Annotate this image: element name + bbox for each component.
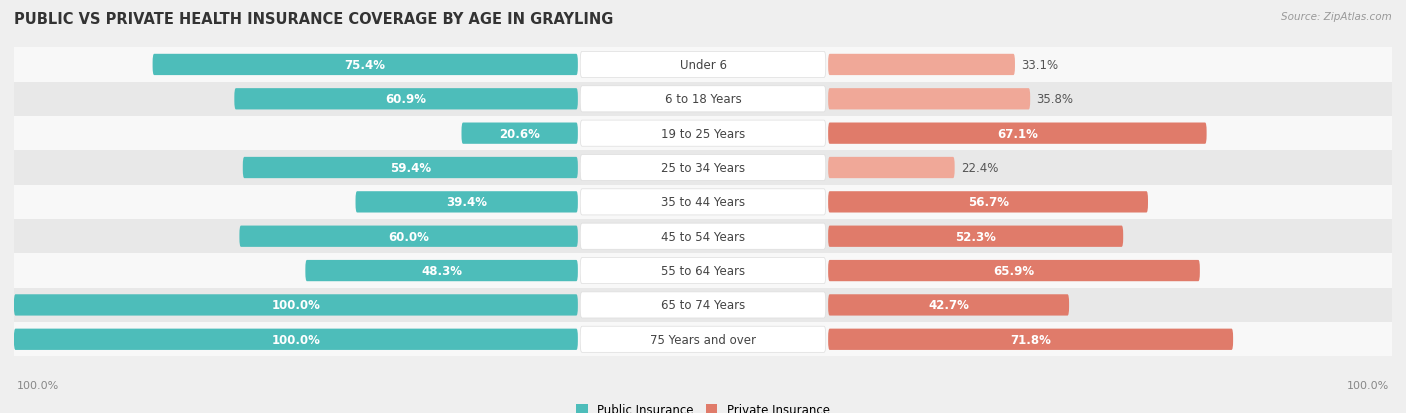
Text: 6 to 18 Years: 6 to 18 Years (665, 93, 741, 106)
Text: 48.3%: 48.3% (422, 264, 463, 278)
FancyBboxPatch shape (828, 89, 1031, 110)
FancyBboxPatch shape (828, 226, 1123, 247)
Text: 56.7%: 56.7% (967, 196, 1008, 209)
Text: 33.1%: 33.1% (1021, 59, 1059, 72)
Bar (14, 288, 1392, 322)
Bar (14, 254, 1392, 288)
FancyBboxPatch shape (239, 226, 578, 247)
FancyBboxPatch shape (235, 89, 578, 110)
Bar (14, 185, 1392, 219)
FancyBboxPatch shape (461, 123, 578, 145)
Text: Under 6: Under 6 (679, 59, 727, 72)
Bar (14, 83, 1392, 117)
FancyBboxPatch shape (581, 258, 825, 284)
FancyBboxPatch shape (828, 55, 1015, 76)
Text: 25 to 34 Years: 25 to 34 Years (661, 161, 745, 175)
Text: 52.3%: 52.3% (955, 230, 995, 243)
Legend: Public Insurance, Private Insurance: Public Insurance, Private Insurance (576, 403, 830, 413)
FancyBboxPatch shape (828, 192, 1147, 213)
Text: 20.6%: 20.6% (499, 127, 540, 140)
FancyBboxPatch shape (828, 329, 1233, 350)
FancyBboxPatch shape (581, 292, 825, 318)
Text: 55 to 64 Years: 55 to 64 Years (661, 264, 745, 278)
Bar (14, 48, 1392, 83)
Bar (14, 117, 1392, 151)
Bar (14, 219, 1392, 254)
Text: 100.0%: 100.0% (1347, 380, 1389, 390)
FancyBboxPatch shape (581, 52, 825, 78)
FancyBboxPatch shape (828, 123, 1206, 145)
Text: 67.1%: 67.1% (997, 127, 1038, 140)
FancyBboxPatch shape (828, 157, 955, 179)
FancyBboxPatch shape (828, 294, 1069, 316)
Text: 39.4%: 39.4% (446, 196, 488, 209)
Text: 35 to 44 Years: 35 to 44 Years (661, 196, 745, 209)
FancyBboxPatch shape (581, 87, 825, 113)
Text: 65 to 74 Years: 65 to 74 Years (661, 299, 745, 312)
Bar (14, 151, 1392, 185)
FancyBboxPatch shape (581, 223, 825, 250)
FancyBboxPatch shape (14, 294, 578, 316)
FancyBboxPatch shape (828, 260, 1199, 282)
Text: 100.0%: 100.0% (271, 299, 321, 312)
Text: 19 to 25 Years: 19 to 25 Years (661, 127, 745, 140)
FancyBboxPatch shape (14, 329, 578, 350)
Text: 22.4%: 22.4% (960, 161, 998, 175)
Text: 100.0%: 100.0% (17, 380, 59, 390)
FancyBboxPatch shape (581, 326, 825, 352)
Text: 65.9%: 65.9% (994, 264, 1035, 278)
FancyBboxPatch shape (356, 192, 578, 213)
FancyBboxPatch shape (243, 157, 578, 179)
Text: 100.0%: 100.0% (271, 333, 321, 346)
Text: 75.4%: 75.4% (344, 59, 385, 72)
Text: PUBLIC VS PRIVATE HEALTH INSURANCE COVERAGE BY AGE IN GRAYLING: PUBLIC VS PRIVATE HEALTH INSURANCE COVER… (14, 12, 613, 27)
Text: 35.8%: 35.8% (1036, 93, 1073, 106)
FancyBboxPatch shape (153, 55, 578, 76)
Text: 75 Years and over: 75 Years and over (650, 333, 756, 346)
FancyBboxPatch shape (581, 155, 825, 181)
FancyBboxPatch shape (581, 189, 825, 216)
Text: 71.8%: 71.8% (1010, 333, 1052, 346)
Text: Source: ZipAtlas.com: Source: ZipAtlas.com (1281, 12, 1392, 22)
Text: 42.7%: 42.7% (928, 299, 969, 312)
FancyBboxPatch shape (581, 121, 825, 147)
Bar (14, 322, 1392, 356)
Text: 60.0%: 60.0% (388, 230, 429, 243)
Text: 60.9%: 60.9% (385, 93, 426, 106)
Text: 59.4%: 59.4% (389, 161, 430, 175)
FancyBboxPatch shape (305, 260, 578, 282)
Text: 45 to 54 Years: 45 to 54 Years (661, 230, 745, 243)
